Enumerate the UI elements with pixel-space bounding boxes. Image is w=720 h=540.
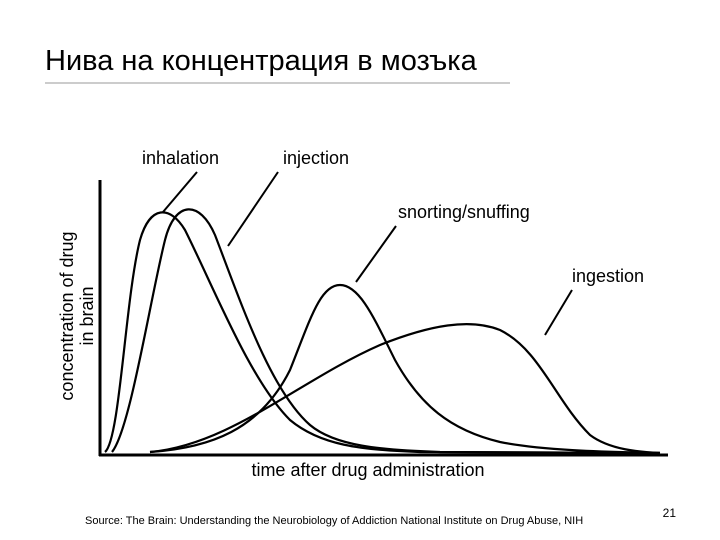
curve-label: injection [283,148,349,168]
curve-label: snorting/snuffing [398,202,530,222]
diagram: inhalation injection snorting/snuffing i… [57,148,668,480]
inhalation-pointer [162,171,198,213]
x-axis-label: time after drug administration [251,460,484,480]
page-number: 21 [663,506,677,520]
curve-label: inhalation [142,148,219,168]
ingestion-pointer [544,289,573,336]
curve-label: ingestion [572,266,644,286]
y-axis-label: concentration of drug [57,231,77,400]
injection-curve [111,208,661,455]
inhalation-curve [104,211,661,455]
source-note: Source: The Brain: Understanding the Neu… [85,515,583,527]
injection-pointer [227,171,279,247]
snorting-pointer [355,225,397,283]
y-axis-label: in brain [77,286,97,345]
slide-title: Нива на концентрация в мозъка [45,45,478,77]
ingestion-curve [149,323,661,455]
snorting-curve [149,283,661,455]
